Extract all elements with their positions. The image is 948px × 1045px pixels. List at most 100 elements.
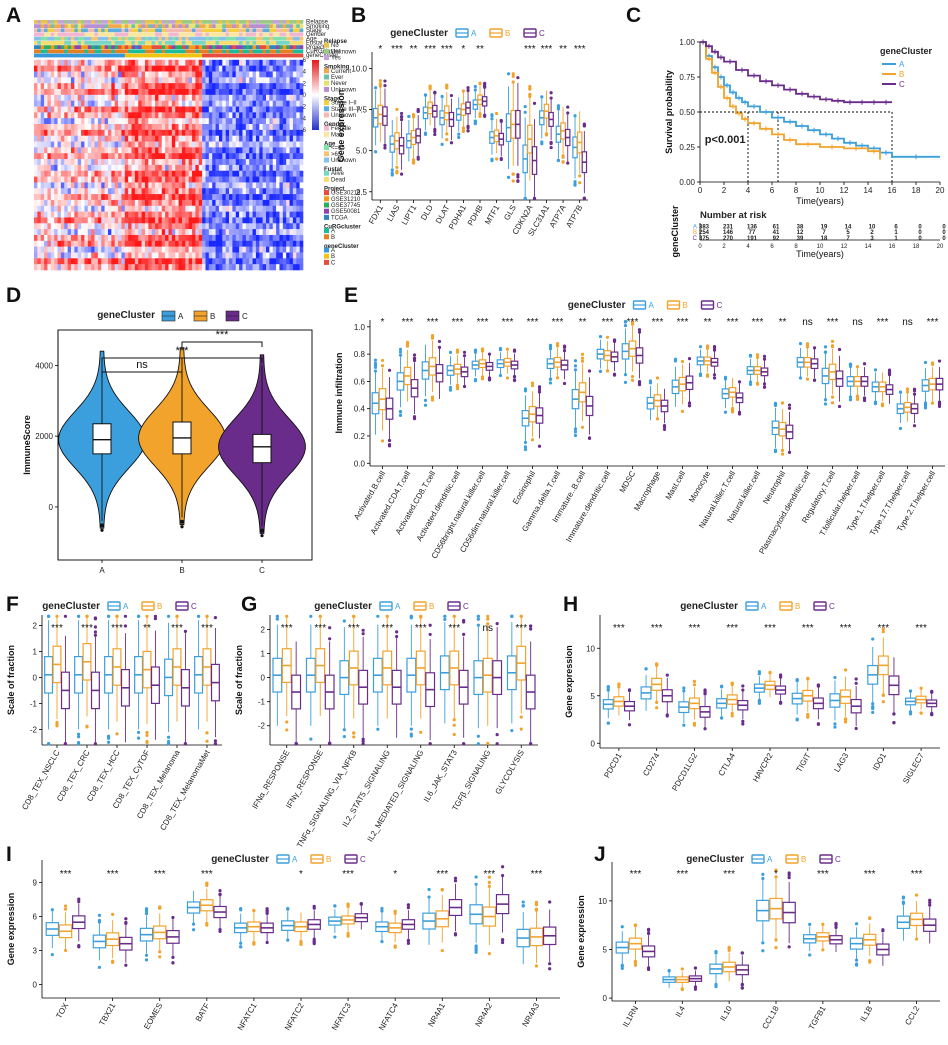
heatmap-cell bbox=[155, 258, 159, 265]
heatmap-cell bbox=[212, 182, 216, 189]
annotation-cell bbox=[134, 45, 139, 49]
significance-label: *** bbox=[424, 44, 436, 55]
heatmap-cell bbox=[235, 240, 240, 247]
heatmap-cell bbox=[289, 112, 294, 119]
heatmap-cell bbox=[239, 59, 243, 66]
heatmap-cell bbox=[151, 112, 156, 119]
x-tick-label: Eosinophil bbox=[511, 469, 537, 506]
heatmap-cell bbox=[94, 240, 99, 247]
annotation-cell bbox=[242, 24, 247, 28]
annotation-cell bbox=[188, 24, 193, 28]
heatmap-cell bbox=[91, 106, 95, 113]
heatmap-cell bbox=[282, 258, 287, 265]
heatmap-cell bbox=[292, 246, 297, 253]
heatmap-cell bbox=[165, 176, 169, 183]
heatmap-cell bbox=[229, 170, 233, 177]
heatmap-cell bbox=[128, 65, 132, 72]
annotation-cell bbox=[229, 41, 233, 45]
annotation-cell bbox=[188, 45, 193, 49]
annotation-cell bbox=[255, 32, 260, 37]
outlier-point bbox=[573, 433, 578, 438]
heatmap-cell bbox=[195, 170, 200, 177]
annotation-cell bbox=[94, 49, 99, 54]
heatmap-cell bbox=[118, 252, 122, 259]
annotation-cell bbox=[138, 49, 142, 54]
annotation-cell bbox=[286, 28, 290, 33]
heatmap-cell bbox=[269, 94, 274, 101]
y-tick-label: 0.2 bbox=[354, 432, 366, 441]
heatmap-cell bbox=[104, 182, 109, 189]
annotation-cell bbox=[34, 45, 38, 49]
heatmap-cell bbox=[57, 88, 62, 96]
heatmap-cell bbox=[292, 234, 297, 242]
heatmap-cell bbox=[225, 147, 230, 154]
heatmap-cell bbox=[192, 199, 196, 207]
heatmap-cell bbox=[155, 71, 159, 78]
heatmap-cell bbox=[222, 94, 226, 101]
heatmap-cell bbox=[239, 135, 243, 142]
outlier-point bbox=[887, 372, 892, 377]
annotation-cell bbox=[155, 53, 159, 58]
heatmap-cell bbox=[202, 94, 206, 101]
x-tick-label: 8 bbox=[794, 186, 799, 195]
annotation-cell bbox=[171, 41, 176, 45]
annotation-cell bbox=[232, 53, 237, 58]
heatmap-cell bbox=[54, 252, 58, 259]
heatmap-cell bbox=[171, 229, 176, 236]
outlier-point bbox=[587, 369, 592, 373]
annotation-cell bbox=[111, 28, 115, 33]
annotation-cell bbox=[235, 20, 240, 24]
heatmap-cell bbox=[44, 77, 48, 84]
annotation-cell bbox=[144, 53, 149, 58]
heatmap-cell bbox=[286, 65, 290, 72]
heatmap-cell bbox=[296, 153, 300, 160]
annotation-cell bbox=[222, 20, 226, 24]
heatmap-cell bbox=[195, 246, 200, 253]
heatmap-cell bbox=[259, 106, 263, 113]
heatmap-cell bbox=[81, 59, 85, 66]
heatmap-cell bbox=[255, 199, 260, 207]
heatmap-cell bbox=[104, 88, 109, 96]
heatmap-cell bbox=[134, 106, 139, 113]
heatmap-cell bbox=[121, 223, 126, 230]
heatmap-cell bbox=[276, 65, 280, 72]
heatmap-cell bbox=[205, 194, 210, 201]
outlier-point bbox=[449, 141, 454, 145]
heatmap-cell bbox=[229, 118, 233, 125]
legend-group-title: Smoking bbox=[324, 65, 350, 71]
annotation-cell bbox=[64, 28, 68, 33]
heatmap-cell bbox=[299, 65, 304, 72]
heatmap-cell bbox=[168, 205, 173, 212]
heatmap-cell bbox=[255, 205, 260, 212]
heatmap-cell bbox=[124, 164, 129, 172]
heatmap-cell bbox=[50, 205, 55, 212]
heatmap-cell bbox=[262, 112, 267, 119]
heatmap-cell bbox=[218, 94, 223, 101]
heatmap-cell bbox=[47, 240, 52, 247]
annotation-cell bbox=[181, 24, 186, 28]
heatmap-cell bbox=[124, 223, 129, 230]
heatmap-cell bbox=[57, 59, 62, 66]
outlier-point bbox=[673, 359, 678, 363]
heatmap-cell bbox=[276, 135, 280, 142]
heatmap-cell bbox=[44, 65, 48, 72]
annotation-cell bbox=[84, 28, 89, 33]
heatmap-cell bbox=[212, 188, 216, 195]
heatmap-cell bbox=[141, 129, 146, 137]
outlier-point bbox=[812, 346, 817, 350]
heatmap-cell bbox=[286, 194, 290, 201]
heatmap-cell bbox=[165, 71, 169, 78]
heatmap-cell bbox=[124, 141, 129, 148]
heatmap-cell bbox=[205, 159, 210, 166]
heatmap-cell bbox=[138, 59, 142, 66]
annotation-cell bbox=[188, 41, 193, 45]
legend-item-label: Yes bbox=[331, 56, 341, 62]
heatmap-cell bbox=[259, 59, 263, 66]
heatmap-cell bbox=[272, 240, 277, 247]
heatmap-cell bbox=[245, 124, 250, 131]
heatmap-cell bbox=[225, 211, 230, 218]
heatmap-cell bbox=[124, 199, 129, 207]
heatmap-cell bbox=[259, 100, 263, 107]
annotation-cell bbox=[279, 24, 284, 28]
heatmap-cell bbox=[192, 118, 196, 125]
